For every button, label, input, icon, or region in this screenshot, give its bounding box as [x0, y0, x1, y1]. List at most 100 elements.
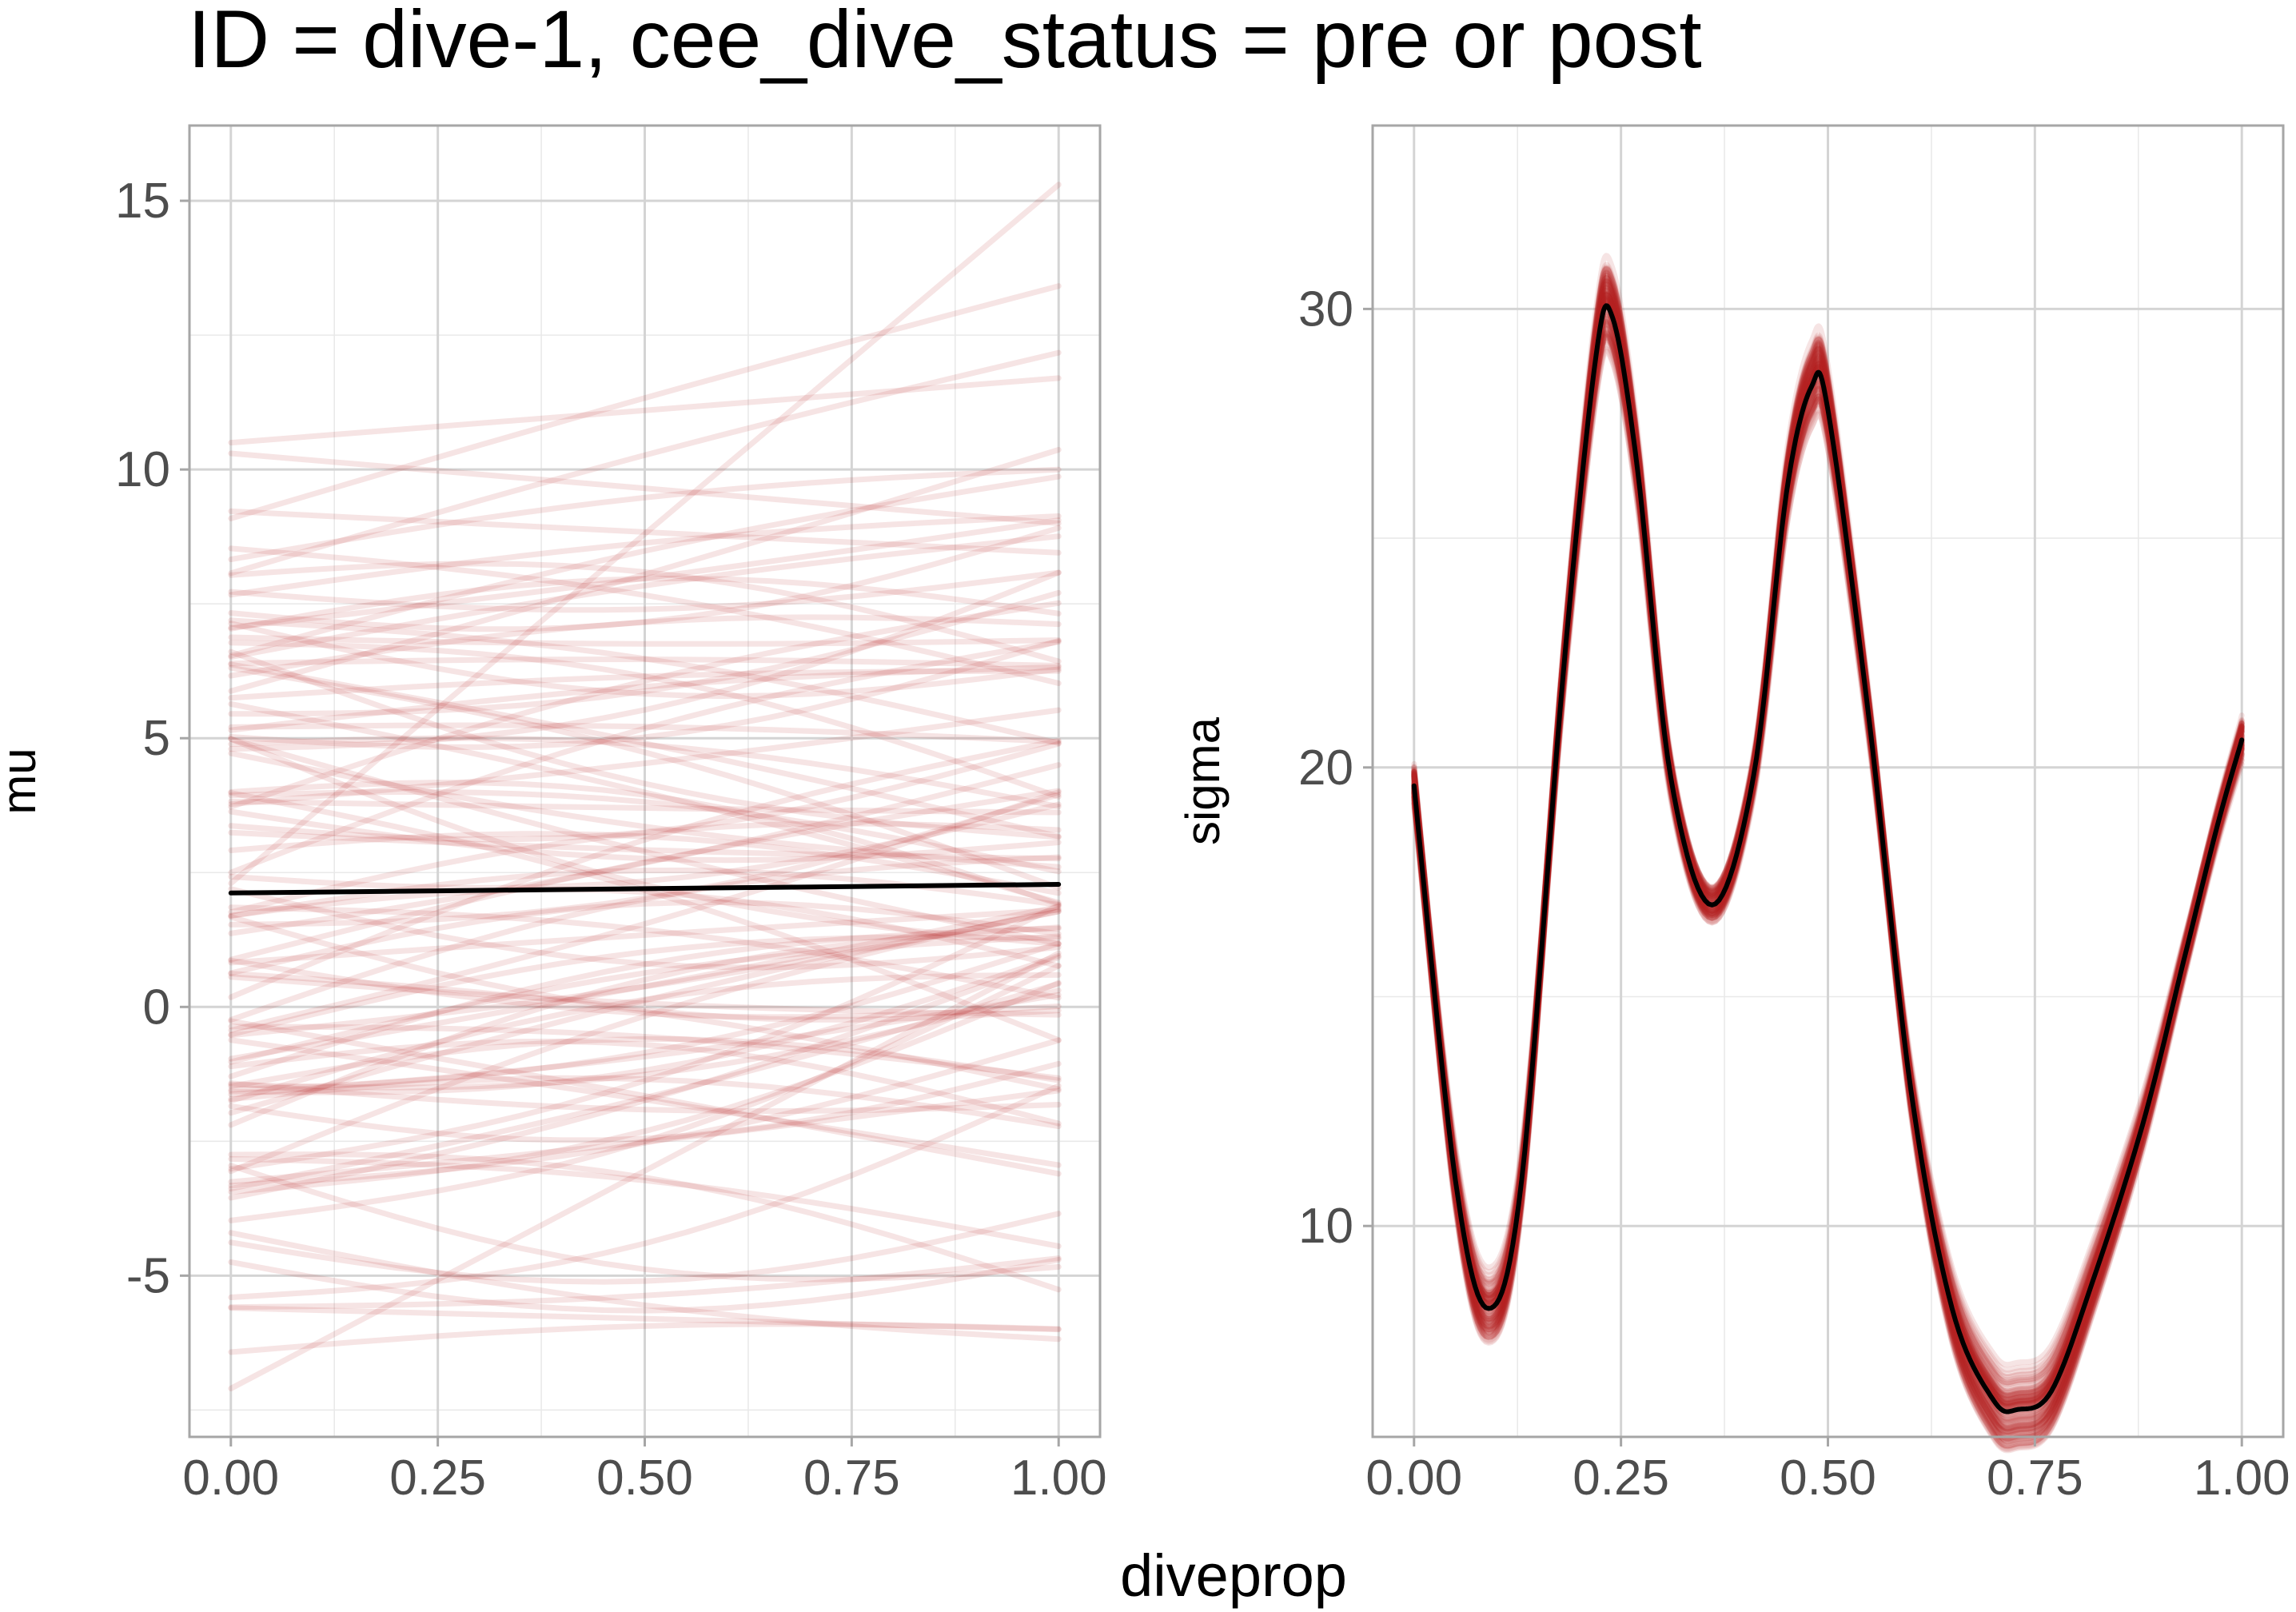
mu-draw-line	[228, 661, 1062, 840]
mu-draw-line	[228, 349, 1062, 577]
mu-draw-line	[228, 735, 1062, 810]
mu-draw-line	[228, 908, 1062, 1039]
mu-draw-line	[228, 971, 1062, 1092]
mu-y-tick-label: 15	[115, 174, 170, 229]
mu-draw-line	[228, 508, 1062, 556]
mu-draw-line	[228, 792, 1062, 928]
mu-draw-line	[228, 1255, 1062, 1311]
mu-draw-line	[228, 668, 1062, 701]
mu-draw-line	[228, 722, 1062, 745]
mu-draw-line	[228, 640, 1062, 800]
sigma-gridlines	[1373, 126, 2283, 1437]
sigma-mean-line-group	[1411, 303, 2245, 1414]
sigma-y-tick-label: 20	[1298, 740, 1353, 796]
mu-draw-line	[228, 1151, 1062, 1293]
mu-x-tick-label: 1.00	[1010, 1450, 1107, 1506]
mu-draw-line	[228, 1037, 1062, 1189]
mu-draw-line	[228, 829, 1062, 862]
mu-draw-line	[228, 808, 1062, 864]
mu-draw-line	[228, 914, 1062, 1023]
mu-draw-line	[228, 517, 1062, 631]
mu-draw-line	[228, 980, 1062, 1195]
mu-draw-line	[228, 957, 1062, 1020]
mu-draw-line	[228, 992, 1062, 1098]
mu-draw-line	[228, 788, 1062, 963]
mu-y-tick-label: 5	[143, 711, 170, 766]
mu-draw-line	[228, 904, 1062, 1062]
x-axis-title: diveprop	[1120, 1542, 1347, 1609]
mu-draw-line	[228, 1018, 1062, 1177]
mu-draw-line	[228, 1163, 1062, 1283]
mu-draw-line	[228, 1155, 1062, 1249]
mu-draw-line	[228, 934, 1062, 1038]
mu-draw-line	[228, 707, 1062, 808]
mu-draw-line	[228, 1038, 1062, 1127]
mu-draw-line	[228, 886, 1062, 969]
mu-draw-line	[228, 801, 1062, 891]
mu-draw-line	[228, 617, 1062, 746]
mu-draw-line	[228, 283, 1062, 521]
mu-draw-line	[228, 831, 1062, 896]
mu-draw-line	[228, 473, 1062, 659]
sigma-mean-line	[1411, 303, 2245, 1414]
mu-gridlines	[189, 126, 1100, 1437]
mu-draw-line	[228, 700, 1062, 906]
mu-draw-line	[228, 1305, 1062, 1333]
mu-posterior-draws	[228, 182, 1062, 1391]
mu-draw-line	[228, 940, 1062, 1093]
mu-draw-line	[228, 466, 1062, 563]
mu-draw-line	[228, 925, 1062, 1079]
mu-draw-line	[228, 1321, 1062, 1355]
mu-draw-line	[228, 1080, 1062, 1115]
mu-draw-line	[228, 575, 1062, 632]
mu-draw-line	[228, 963, 1062, 1223]
mu-draw-line	[228, 1083, 1062, 1300]
mu-draw-line	[228, 972, 1062, 1104]
mu-draw-line	[228, 740, 1062, 843]
mu-draw-line	[228, 1211, 1062, 1285]
mu-draw-line	[228, 789, 1062, 1034]
mu-draw-line	[228, 639, 1062, 876]
mu-draw-line	[228, 762, 1062, 936]
mu-draw-line	[228, 447, 1062, 694]
sigma-axis-ticks: 0.00 0.25 0.50 0.75 1.00 10 20 30	[1298, 281, 2290, 1506]
mu-x-tick-label: 0.25	[389, 1450, 486, 1506]
mu-draw-line	[228, 780, 1062, 908]
mu-draw-line	[228, 907, 1062, 966]
mu-draw-line	[228, 589, 1062, 717]
mu-draw-line	[228, 648, 1062, 840]
mu-draw-line	[228, 1023, 1062, 1081]
mu-x-tick-label: 0.00	[182, 1450, 279, 1506]
mu-draw-line	[228, 634, 1062, 647]
mu-draw-line	[228, 902, 1062, 1172]
mu-draw-line	[228, 513, 1062, 598]
mu-draw-line	[228, 886, 1062, 971]
mu-draw-line	[228, 908, 1062, 1116]
mu-draw-line	[228, 750, 1062, 870]
mu-draw-line	[228, 664, 1062, 733]
mu-draw-line	[228, 974, 1062, 1018]
mu-draw-line	[228, 988, 1062, 1091]
mu-draw-line	[228, 952, 1062, 1095]
mu-draw-line	[228, 545, 1062, 686]
mu-draw-line	[228, 900, 1062, 976]
mu-draw-line	[228, 820, 1062, 916]
mu-draw-line	[228, 1075, 1062, 1129]
mu-draw-line	[228, 904, 1062, 1001]
mu-draw-line	[228, 1035, 1062, 1090]
mu-draw-line	[228, 664, 1062, 891]
mu-draw-line	[228, 638, 1062, 750]
mu-axis-ticks: 0.00 0.25 0.50 0.75 1.00 -5 0 5 10 15	[115, 174, 1107, 1506]
sigma-y-tick-label: 10	[1298, 1199, 1353, 1254]
mu-draw-line	[228, 561, 1062, 664]
mu-mean-line	[228, 882, 1062, 896]
mu-draw-line	[228, 569, 1062, 752]
mu-y-tick-label: 10	[115, 442, 170, 497]
sigma-x-tick-label: 1.00	[2194, 1450, 2290, 1506]
mu-draw-line	[228, 1060, 1062, 1143]
sigma-y-tick-label: 30	[1298, 281, 1353, 337]
sigma-x-tick-label: 0.50	[1780, 1450, 1876, 1506]
mu-x-tick-label: 0.75	[803, 1450, 900, 1506]
